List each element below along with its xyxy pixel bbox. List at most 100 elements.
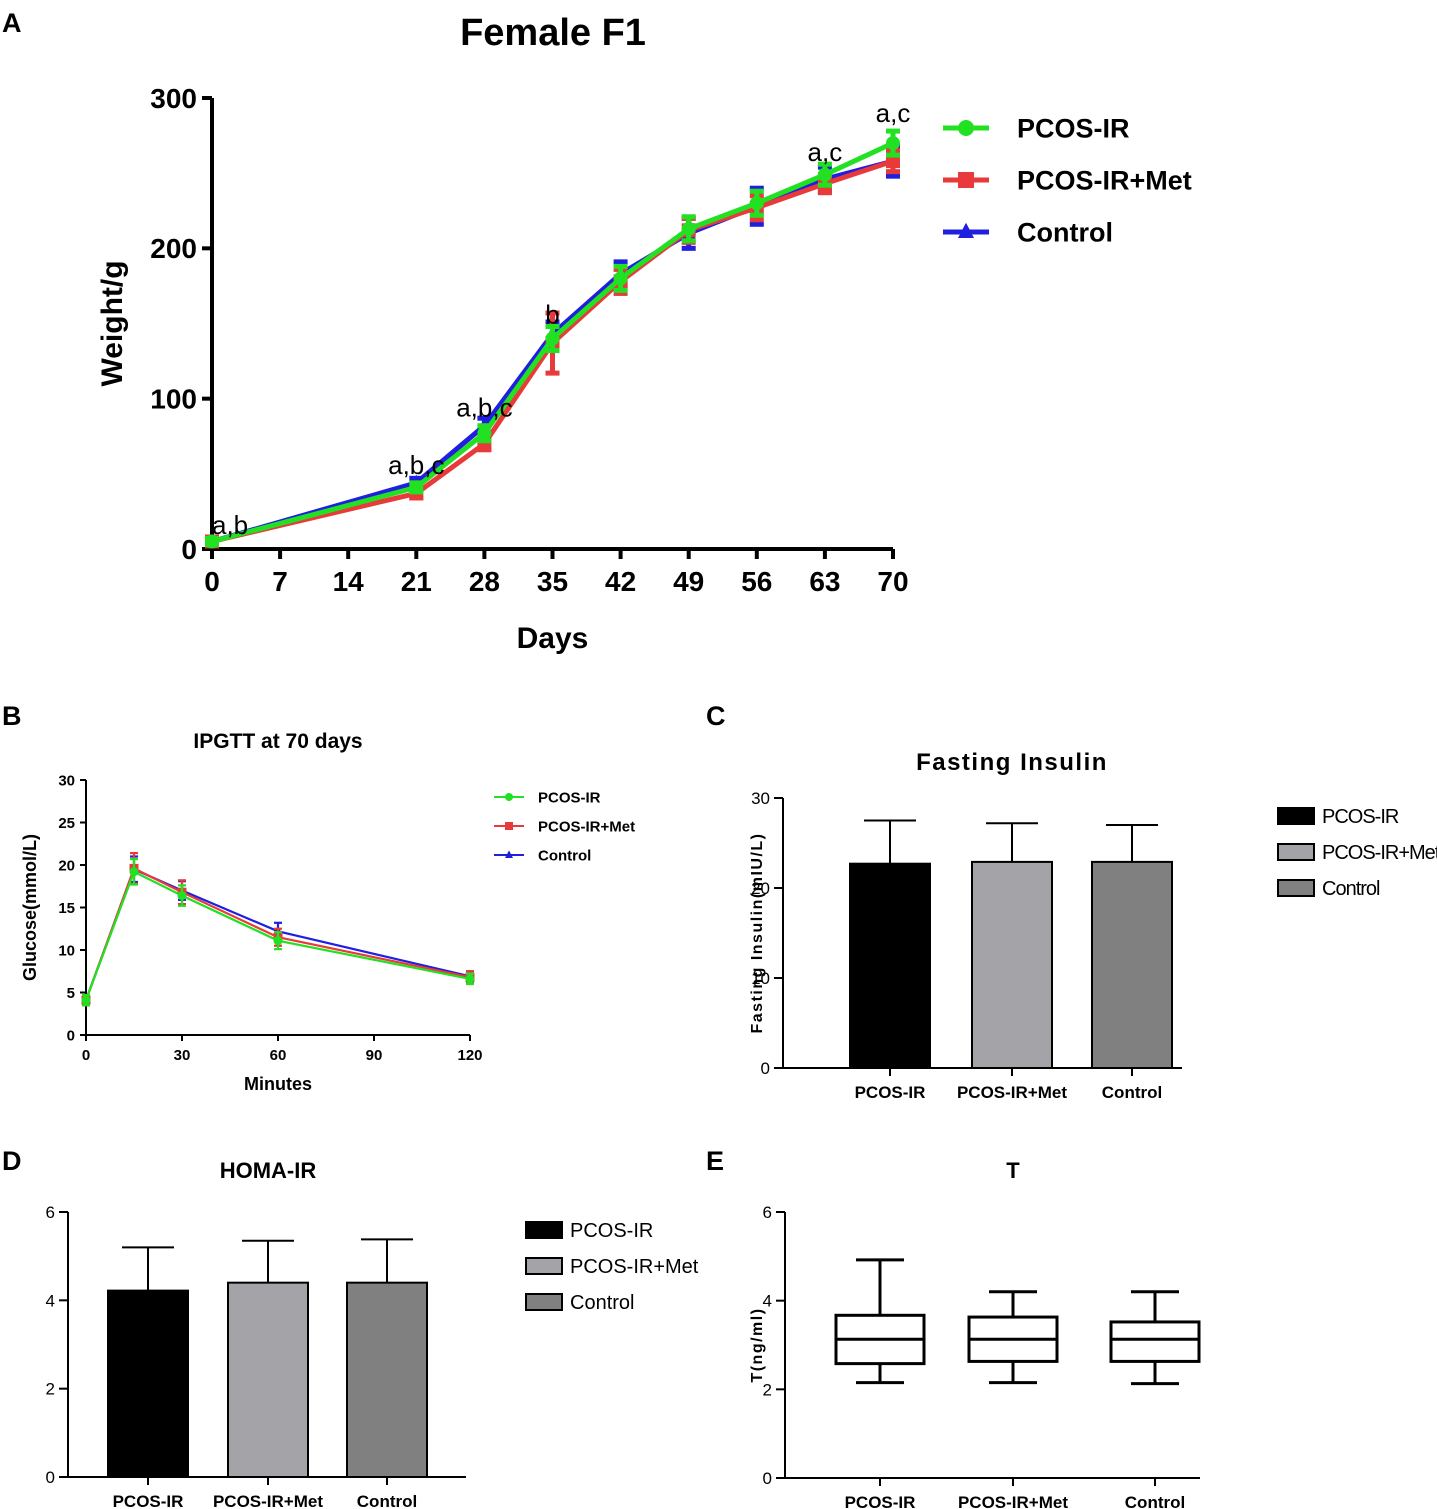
legend-swatch xyxy=(525,1221,563,1239)
y-tick-label: 30 xyxy=(58,772,75,789)
data-point xyxy=(477,426,492,441)
series-pcos-ir xyxy=(205,128,900,549)
x-axis-label: Minutes xyxy=(244,1074,312,1094)
box-control xyxy=(1109,1290,1201,1386)
bar-pcos-ir-met xyxy=(971,822,1053,1070)
annotation-label: a,c xyxy=(808,137,843,167)
y-tick-label: 25 xyxy=(58,815,75,832)
annotation-label: a,c xyxy=(876,98,911,128)
legend-item-pcos-ir: PCOS-IR xyxy=(943,114,1130,144)
box-pcos-ir-met xyxy=(967,1290,1059,1385)
x-tick-label: Control xyxy=(1125,1493,1185,1509)
chart-panel-d: HOMA-IR 0 2 4 6 PCOS-IR PCOS-IR+Met Control PCOS… xyxy=(46,1158,699,1509)
y-tick-label: 0 xyxy=(181,534,197,565)
legend-marker xyxy=(958,120,974,136)
x-tick-label: 21 xyxy=(401,566,432,597)
chart-panel-a: Female F1 0 100 200 300 0 7 14 21 28 35 42 49 56 63 70 D… xyxy=(96,12,1192,655)
x-tick-label: 60 xyxy=(270,1047,287,1064)
legend-item-pcos-ir-met: PCOS-IR+Met xyxy=(525,1256,699,1278)
chart-title: HOMA-IR xyxy=(220,1158,317,1183)
annotation-label: a,b,c xyxy=(388,450,444,480)
y-tick-label: 6 xyxy=(763,1203,772,1222)
x-tick-label: 0 xyxy=(82,1047,90,1064)
x-tick-label: PCOS-IR xyxy=(113,1492,184,1509)
legend-item-control: Control xyxy=(1277,878,1381,900)
data-point xyxy=(545,331,560,346)
legend-marker xyxy=(958,222,974,238)
legend-item-pcos-ir: PCOS-IR xyxy=(525,1220,653,1242)
legend-label: PCOS-IR+Met xyxy=(570,1256,699,1278)
legend-swatch xyxy=(1277,843,1315,861)
data-point xyxy=(81,995,91,1005)
x-tick-label: PCOS-IR xyxy=(855,1083,926,1102)
y-tick-label: 20 xyxy=(58,857,75,874)
legend-swatch xyxy=(525,1257,563,1275)
data-point xyxy=(409,480,424,495)
bar-control xyxy=(346,1238,428,1478)
legend-label: PCOS-IR+Met xyxy=(1322,842,1437,864)
legend-label: PCOS-IR xyxy=(570,1220,653,1242)
data-point xyxy=(205,534,219,549)
legend-marker xyxy=(505,850,513,858)
bar-control xyxy=(1091,824,1173,1070)
y-tick-label: 15 xyxy=(58,900,75,917)
legend-label: Control xyxy=(538,847,591,864)
bar-pcos-ir xyxy=(849,819,931,1070)
chart-panel-e: T 0 2 4 6 T(ng/ml) PCOS-IR PCOS-IR+Met Control xyxy=(749,1158,1201,1509)
chart-panel-c: Fasting Insulin 0 10 20 30 Fasting Insulin(mI… xyxy=(749,749,1437,1102)
x-tick-label: 35 xyxy=(537,566,568,597)
bar-rect xyxy=(1091,860,1173,1070)
panel-letter-c: C xyxy=(706,701,726,731)
x-tick-label: 70 xyxy=(877,566,908,597)
y-axis-label: T(ng/ml) xyxy=(749,1307,766,1382)
data-point xyxy=(465,974,475,984)
x-tick-label: 56 xyxy=(741,566,772,597)
y-tick-label: 4 xyxy=(46,1291,55,1310)
y-tick-label: 4 xyxy=(763,1292,772,1311)
series-pcos-ir xyxy=(81,857,475,1007)
data-point xyxy=(613,271,628,286)
y-tick-label: 10 xyxy=(58,942,75,959)
legend-label: PCOS-IR xyxy=(1322,806,1399,828)
y-tick-label: 10 xyxy=(751,969,770,988)
bar-rect xyxy=(849,862,931,1070)
chart-title: T xyxy=(1006,1158,1020,1183)
legend-item-control: Control xyxy=(943,218,1113,248)
box-rect xyxy=(1109,1320,1201,1363)
y-tick-label: 30 xyxy=(751,789,770,808)
x-tick-label: 90 xyxy=(366,1047,383,1064)
bar-rect xyxy=(227,1281,309,1478)
x-tick-label: 0 xyxy=(204,566,220,597)
x-tick-label: 28 xyxy=(469,566,500,597)
legend-label: Control xyxy=(570,1292,634,1314)
y-tick-label: 300 xyxy=(150,83,197,114)
y-tick-label: 0 xyxy=(761,1059,770,1078)
annotation-label: b xyxy=(545,300,559,330)
x-axis-label: Days xyxy=(517,622,589,655)
bar-pcos-ir-met xyxy=(227,1239,309,1478)
legend-swatch xyxy=(1277,807,1315,825)
legend-item-pcos-ir: PCOS-IR xyxy=(1277,806,1400,828)
x-tick-label: Control xyxy=(357,1492,417,1509)
x-tick-label: PCOS-IR+Met xyxy=(958,1493,1068,1509)
x-tick-label: PCOS-IR+Met xyxy=(213,1492,323,1509)
y-tick-label: 100 xyxy=(150,383,197,414)
y-tick-label: 0 xyxy=(763,1469,772,1488)
y-tick-label: 2 xyxy=(763,1380,772,1399)
x-tick-label: 7 xyxy=(272,566,288,597)
panel-letter-b: B xyxy=(2,701,22,731)
data-point xyxy=(886,154,900,169)
y-tick-label: 20 xyxy=(751,879,770,898)
legend-swatch xyxy=(1277,879,1315,897)
panel-letter-d: D xyxy=(2,1146,22,1176)
x-tick-label: 49 xyxy=(673,566,704,597)
chart-panel-b: IPGTT at 70 days 0 5 10 15 20 25 30 0 30 60 90 120 Mi… xyxy=(20,730,635,1094)
chart-title: Female F1 xyxy=(460,12,646,54)
legend-marker xyxy=(958,172,974,188)
x-tick-label: 30 xyxy=(174,1047,191,1064)
legend-label: PCOS-IR+Met xyxy=(1017,166,1192,196)
legend-marker xyxy=(505,822,513,830)
y-axis-label: Weight/g xyxy=(96,260,129,386)
data-point xyxy=(681,221,696,236)
